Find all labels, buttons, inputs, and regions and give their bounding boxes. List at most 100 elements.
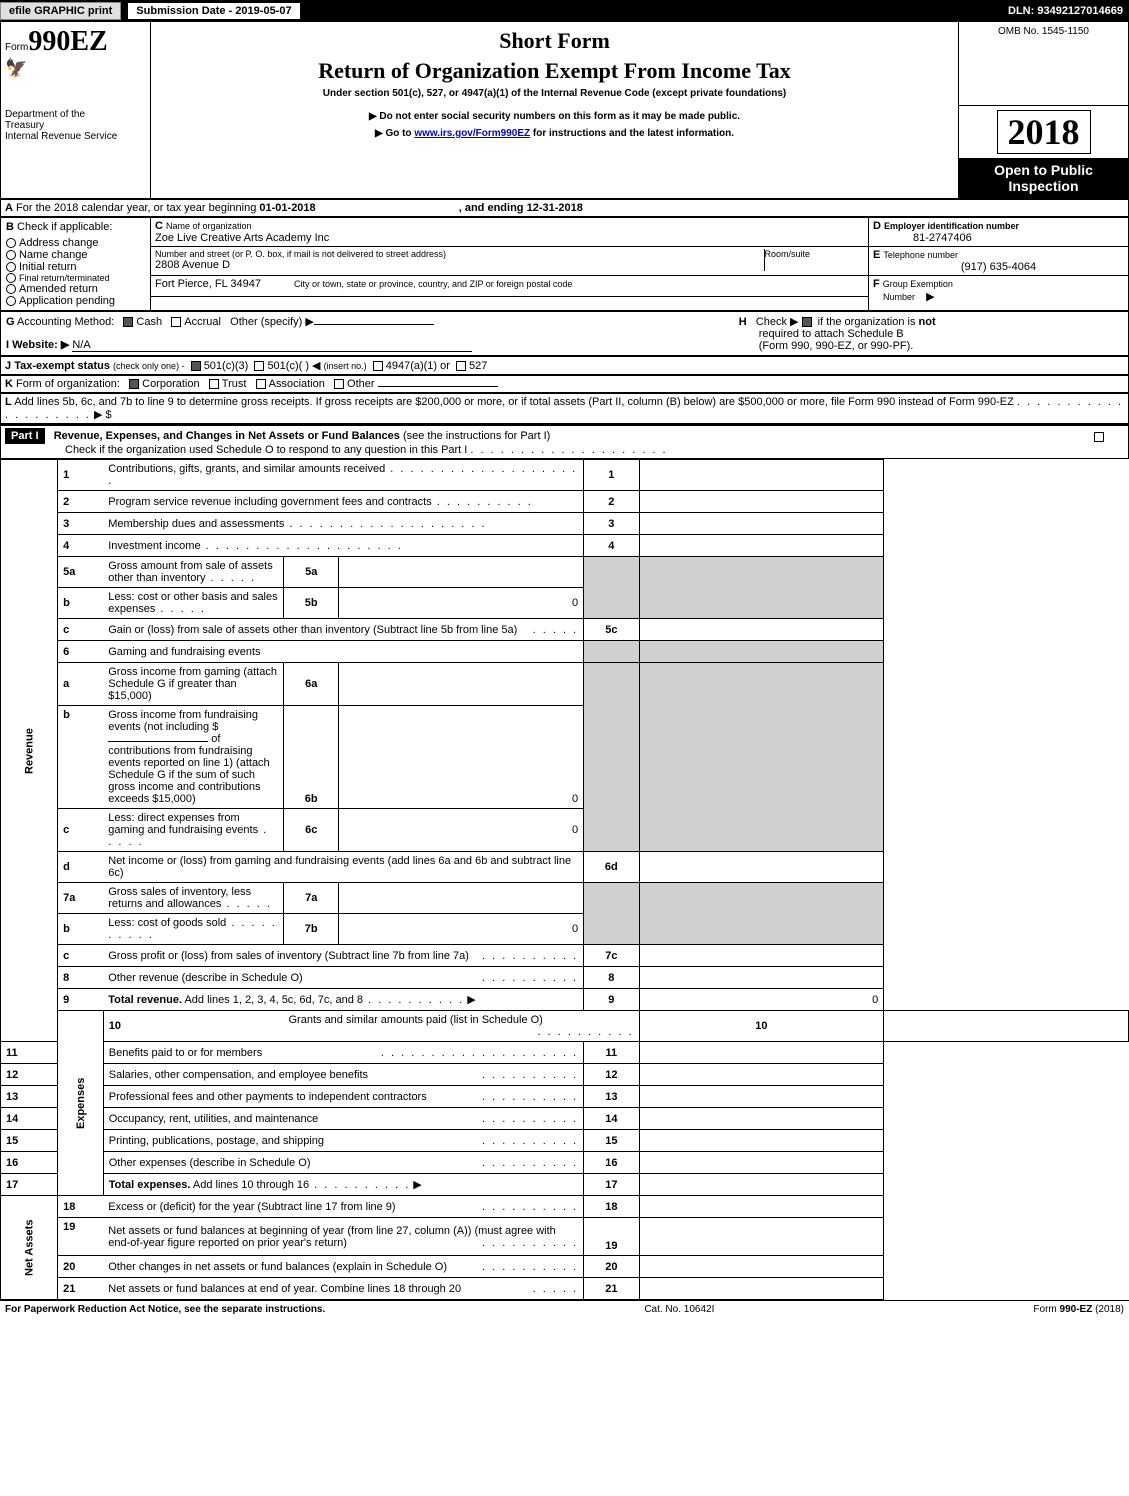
ln-9-amt[interactable]: 0: [639, 989, 884, 1011]
ln-14-desc: Occupancy, rent, utilities, and maintena…: [103, 1108, 583, 1130]
line-l: L Add lines 5b, 6c, and 7b to line 9 to …: [1, 394, 1129, 424]
ln-1-box: 1: [584, 460, 639, 491]
ln-2-amt[interactable]: [639, 491, 884, 513]
irs-link[interactable]: www.irs.gov/Form990EZ: [414, 128, 530, 139]
k-corp-checkbox[interactable]: [129, 379, 139, 389]
letter-e: E: [873, 249, 880, 261]
ln-14-box: 14: [584, 1108, 639, 1130]
line-j-hint: (check only one) -: [113, 361, 185, 371]
ln-11-box: 11: [584, 1042, 639, 1064]
line-h-text3: required to attach Schedule B: [759, 328, 904, 340]
ln-12-amt[interactable]: [639, 1064, 884, 1086]
ln-2-num: 2: [58, 491, 104, 513]
j-527-checkbox[interactable]: [456, 361, 466, 371]
submission-date: Submission Date - 2019-05-07: [127, 2, 300, 20]
ln-17-text1: Total expenses.: [109, 1179, 191, 1191]
ln-13-amt[interactable]: [639, 1086, 884, 1108]
ln-14-text: Occupancy, rent, utilities, and maintena…: [109, 1113, 319, 1125]
ln-17-amt[interactable]: [639, 1174, 884, 1196]
k-other-checkbox[interactable]: [334, 379, 344, 389]
ln-6b-inamt[interactable]: 0: [339, 706, 584, 809]
notes-cell: Do not enter social security numbers on …: [151, 105, 959, 198]
ln-10-amt[interactable]: [884, 1011, 1129, 1042]
ln-13-box: 13: [584, 1086, 639, 1108]
letter-f: F: [873, 278, 880, 290]
letter-k: K: [5, 378, 13, 390]
row-7c: c Gross profit or (loss) from sales of i…: [1, 945, 1129, 967]
ln-18-amt[interactable]: [639, 1196, 884, 1218]
ln-5ab-shade-amt: [639, 557, 884, 619]
ln-7ab-shade: [584, 883, 639, 945]
ln-19-amt[interactable]: [639, 1218, 884, 1256]
ln-8-amt[interactable]: [639, 967, 884, 989]
ln-6a-inamt[interactable]: [339, 663, 584, 706]
ln-5a-inamt[interactable]: [339, 557, 584, 588]
opt-name-change[interactable]: Name change: [6, 249, 145, 261]
l-table: L Add lines 5b, 6c, and 7b to line 9 to …: [0, 393, 1129, 424]
opt-amended-return-label: Amended return: [19, 283, 98, 295]
ln-13-text: Professional fees and other payments to …: [109, 1091, 427, 1103]
ln-20-amt[interactable]: [639, 1256, 884, 1278]
ln-7c-amt[interactable]: [639, 945, 884, 967]
part1-header: Part I Revenue, Expenses, and Changes in…: [1, 425, 1129, 459]
part1-checkbox[interactable]: [1094, 432, 1104, 442]
h-checkbox[interactable]: [802, 317, 812, 327]
ln-13-num: 13: [1, 1086, 58, 1108]
k-other-input[interactable]: [378, 386, 498, 387]
k-table: K Form of organization: Corporation Trus…: [0, 375, 1129, 393]
opt-application-pending[interactable]: Application pending: [6, 295, 145, 307]
ln-7b-inamt[interactable]: 0: [339, 914, 584, 945]
row-6b: b Gross income from fundraising events (…: [1, 706, 1129, 809]
city-value: Fort Pierce, FL 34947: [155, 278, 261, 290]
efile-print-button[interactable]: efile GRAPHIC print: [0, 2, 121, 20]
ln-7a-inamt[interactable]: [339, 883, 584, 914]
ln-6-shade: [584, 641, 639, 663]
opt-final-return[interactable]: Final return/terminated: [6, 273, 145, 284]
letter-d: D: [873, 220, 881, 232]
ln-17-desc: Total expenses. Add lines 10 through 16 …: [103, 1174, 583, 1196]
ln-3-desc: Membership dues and assessments: [103, 513, 583, 535]
ln-4-amt[interactable]: [639, 535, 884, 557]
ln-18-text: Excess or (deficit) for the year (Subtra…: [108, 1201, 395, 1213]
accrual-checkbox[interactable]: [171, 317, 181, 327]
topbar-left: efile GRAPHIC print Submission Date - 20…: [0, 2, 301, 20]
k-o2: Trust: [222, 378, 247, 390]
ln-7a-inbox: 7a: [284, 883, 339, 914]
ln-5c-amt[interactable]: [639, 619, 884, 641]
j-o1: 501(c)(3): [204, 360, 249, 372]
opt-initial-return[interactable]: Initial return: [6, 261, 145, 273]
j-501c-checkbox[interactable]: [254, 361, 264, 371]
ln-3-amt[interactable]: [639, 513, 884, 535]
row-5a: 5a Gross amount from sale of assets othe…: [1, 557, 1129, 588]
ln-14-amt[interactable]: [639, 1108, 884, 1130]
ln-5b-inamt[interactable]: 0: [339, 588, 584, 619]
website-value: N/A: [72, 339, 472, 352]
ln-16-amt[interactable]: [639, 1152, 884, 1174]
ln-6d-amt[interactable]: [639, 852, 884, 883]
opt-address-change[interactable]: Address change: [6, 237, 145, 249]
j-4947-checkbox[interactable]: [373, 361, 383, 371]
cash-checkbox[interactable]: [123, 317, 133, 327]
part1-label: Part I: [5, 428, 45, 444]
ln-15-amt[interactable]: [639, 1130, 884, 1152]
ln-19-desc: Net assets or fund balances at beginning…: [103, 1218, 583, 1256]
other-input[interactable]: [314, 324, 434, 325]
ln-1-amt[interactable]: [639, 460, 884, 491]
ln-12-desc: Salaries, other compensation, and employ…: [103, 1064, 583, 1086]
line-a-mid: , and ending: [459, 202, 527, 214]
ln-20-box: 20: [584, 1256, 639, 1278]
form-id-cell: Form990EZ 🦅: [1, 22, 151, 105]
box-f: F Group Exemption Number ▶: [869, 275, 1129, 311]
ln-11-amt[interactable]: [639, 1042, 884, 1064]
ln-6b-input[interactable]: [108, 741, 208, 742]
ln-8-num: 8: [58, 967, 104, 989]
j-501c3-checkbox[interactable]: [191, 361, 201, 371]
ln-21-amt[interactable]: [639, 1278, 884, 1300]
ln-6c-inamt[interactable]: 0: [339, 809, 584, 852]
row-16: 16 Other expenses (describe in Schedule …: [1, 1152, 1129, 1174]
k-assoc-checkbox[interactable]: [256, 379, 266, 389]
k-trust-checkbox[interactable]: [209, 379, 219, 389]
form-header-table: Form990EZ 🦅 Short Form Return of Organiz…: [0, 22, 1129, 199]
opt-amended-return[interactable]: Amended return: [6, 283, 145, 295]
ln-5b-desc: Less: cost or other basis and sales expe…: [103, 588, 283, 619]
